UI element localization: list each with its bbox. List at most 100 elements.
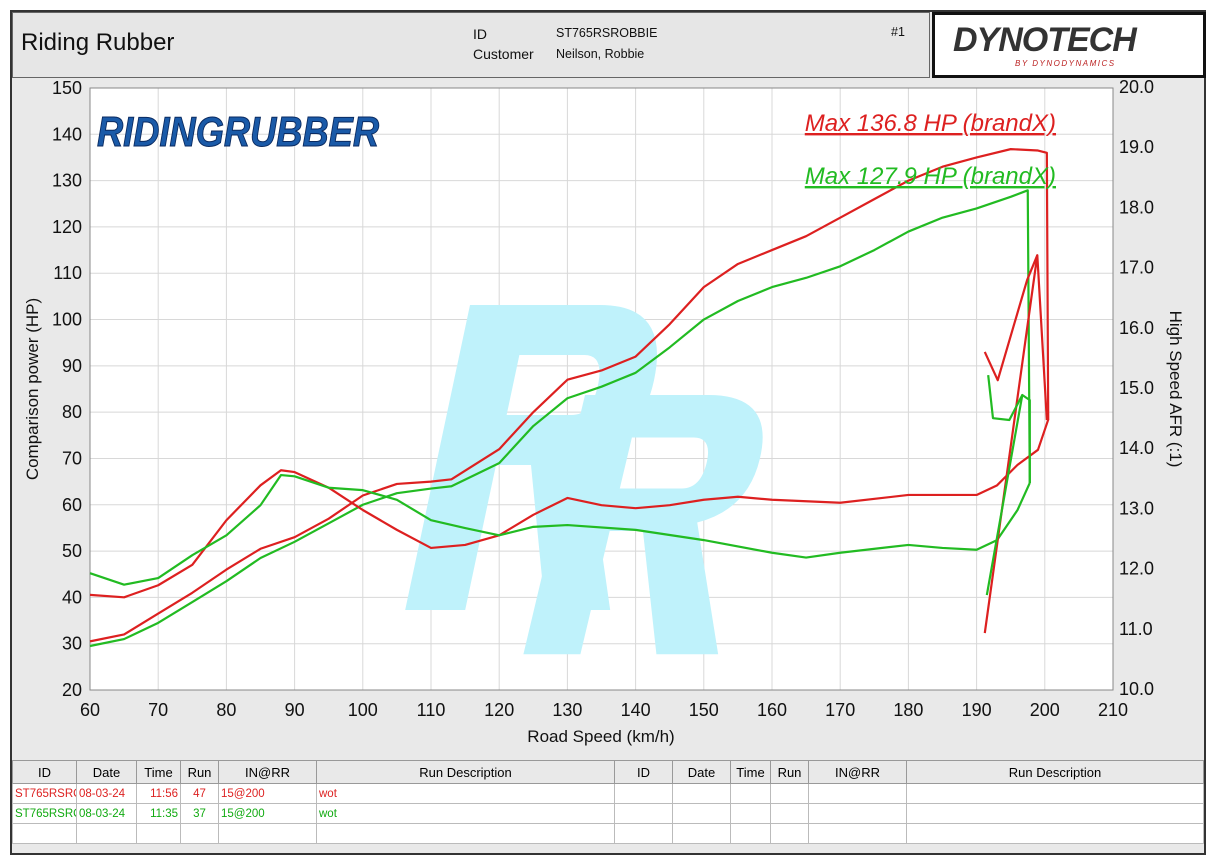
riding-rubber-logo: RIDINGRUBBER bbox=[97, 108, 380, 155]
table-cell bbox=[808, 783, 907, 804]
y-tick-label: 130 bbox=[52, 171, 82, 191]
column-header: Run Description bbox=[316, 760, 615, 784]
y2-tick-label: 12.0 bbox=[1119, 559, 1154, 579]
x-tick-label: 180 bbox=[893, 700, 923, 720]
table-cell bbox=[316, 823, 615, 844]
y-tick-label: 40 bbox=[62, 587, 82, 607]
y2-tick-label: 20.0 bbox=[1119, 77, 1154, 97]
table-cell bbox=[730, 803, 771, 824]
series-lines bbox=[89, 148, 1050, 648]
x-tick-label: 90 bbox=[285, 700, 305, 720]
table-cell: ST765RSROBBIE bbox=[12, 803, 77, 824]
series-line-3 bbox=[89, 473, 1031, 586]
table-cell: 37 bbox=[180, 803, 219, 824]
annotation-max-green: Max 127.9 HP (brandX) bbox=[805, 163, 1056, 190]
table-cell: 08-03-24 bbox=[76, 803, 137, 824]
x-tick-label: 170 bbox=[825, 700, 855, 720]
y-tick-label: 30 bbox=[62, 634, 82, 654]
table-cell: 15@200 bbox=[218, 803, 317, 824]
logo-main-text: DYNOTECH bbox=[953, 21, 1137, 59]
table-cell: wot bbox=[316, 803, 615, 824]
x-tick-label: 160 bbox=[757, 700, 787, 720]
x-tick-label: 100 bbox=[348, 700, 378, 720]
y2-tick-label: 18.0 bbox=[1119, 197, 1154, 217]
y2-axis-label: High Speed AFR (:1) bbox=[1166, 311, 1185, 468]
table-cell bbox=[614, 783, 673, 804]
table-cell bbox=[906, 823, 1204, 844]
x-tick-label: 200 bbox=[1030, 700, 1060, 720]
y2-tick-label: 10.0 bbox=[1119, 679, 1154, 699]
table-cell bbox=[906, 783, 1204, 804]
report-header: Riding Rubber ID ST765RSROBBIE Customer … bbox=[12, 12, 930, 78]
id-label: ID bbox=[473, 26, 487, 42]
y2-tick-label: 13.0 bbox=[1119, 498, 1154, 518]
table-cell: 15@200 bbox=[218, 783, 317, 804]
table-cell bbox=[136, 823, 181, 844]
y2-tick-label: 15.0 bbox=[1119, 378, 1154, 398]
x-axis-label: Road Speed (km/h) bbox=[527, 727, 674, 746]
table-cell bbox=[672, 783, 731, 804]
table-cell bbox=[770, 803, 809, 824]
y2-tick-label: 16.0 bbox=[1119, 318, 1154, 338]
x-tick-label: 80 bbox=[216, 700, 236, 720]
customer-label: Customer bbox=[473, 46, 534, 62]
x-tick-label: 140 bbox=[621, 700, 651, 720]
table-cell: 08-03-24 bbox=[76, 783, 137, 804]
table-cell: 11:35 bbox=[136, 803, 181, 824]
table-cell bbox=[770, 823, 809, 844]
column-header: Run bbox=[770, 760, 809, 784]
column-header: Time bbox=[730, 760, 771, 784]
column-header: Run Description bbox=[906, 760, 1204, 784]
column-header: Time bbox=[136, 760, 181, 784]
y-tick-label: 140 bbox=[52, 124, 82, 144]
x-tick-label: 70 bbox=[148, 700, 168, 720]
y-tick-label: 80 bbox=[62, 402, 82, 422]
x-tick-label: 210 bbox=[1098, 700, 1128, 720]
table-cell: wot bbox=[316, 783, 615, 804]
series-line-5 bbox=[983, 254, 1039, 382]
series-line-6 bbox=[985, 393, 1031, 596]
y-axis-label: Comparison power (HP) bbox=[23, 298, 42, 480]
table-cell bbox=[672, 823, 731, 844]
column-header: Date bbox=[76, 760, 137, 784]
y-tick-label: 70 bbox=[62, 448, 82, 468]
column-header: IN@RR bbox=[218, 760, 317, 784]
table-cell bbox=[218, 823, 317, 844]
y-tick-label: 60 bbox=[62, 495, 82, 515]
x-tick-label: 130 bbox=[552, 700, 582, 720]
table-cell bbox=[770, 783, 809, 804]
x-tick-label: 190 bbox=[962, 700, 992, 720]
table-cell bbox=[808, 823, 907, 844]
x-tick-label: 60 bbox=[80, 700, 100, 720]
table-cell bbox=[906, 803, 1204, 824]
table-header: ID Date Time Run IN@RR Run Description ID Date T… bbox=[12, 760, 1204, 784]
y2-tick-label: 11.0 bbox=[1119, 619, 1153, 639]
table-cell bbox=[12, 823, 77, 844]
table-cell: 11:56 bbox=[136, 783, 181, 804]
table-cell bbox=[180, 823, 219, 844]
table-cell bbox=[730, 783, 771, 804]
series-line-2 bbox=[89, 419, 1050, 599]
y-tick-label: 110 bbox=[53, 263, 82, 283]
dynotech-logo: DYNOTECH BY DYNODYNAMICS bbox=[932, 12, 1206, 78]
table-cell bbox=[614, 803, 673, 824]
y-tick-label: 100 bbox=[52, 310, 82, 330]
axis-ticks: 60 70 80 90 100 110 120 130 140 150 160 170 180 190 20… bbox=[52, 77, 1154, 720]
column-header: Run bbox=[180, 760, 219, 784]
y-tick-label: 120 bbox=[52, 217, 82, 237]
x-tick-label: 150 bbox=[689, 700, 719, 720]
y-tick-label: 50 bbox=[62, 541, 82, 561]
table-cell bbox=[614, 823, 673, 844]
column-header: Date bbox=[672, 760, 731, 784]
y2-tick-label: 19.0 bbox=[1119, 137, 1154, 157]
table-cell bbox=[672, 803, 731, 824]
y-tick-label: 150 bbox=[52, 78, 82, 98]
x-tick-label: 110 bbox=[417, 700, 446, 720]
id-value: ST765RSROBBIE bbox=[556, 26, 658, 40]
series-line-0 bbox=[89, 148, 1050, 643]
watermark-rr bbox=[405, 305, 763, 655]
y-tick-label: 20 bbox=[62, 680, 82, 700]
table-cell bbox=[730, 823, 771, 844]
